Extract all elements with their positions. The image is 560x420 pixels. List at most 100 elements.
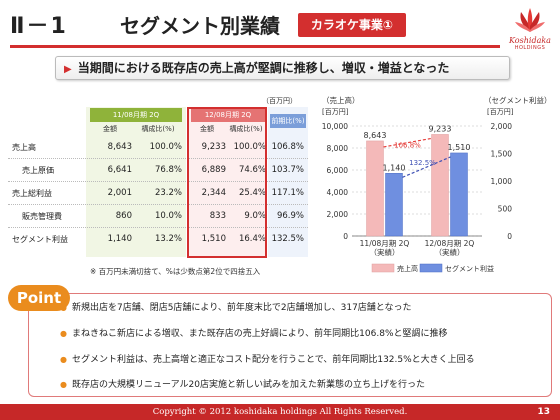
table-footnote: ※ 百万円未満切捨て、%は少数点第2位で四捨五入 bbox=[90, 267, 261, 276]
prev-amount: 2,001 bbox=[107, 188, 132, 198]
left-tick-label: 8,000 bbox=[327, 144, 349, 153]
profit-growth-annotation: 132.5% bbox=[409, 159, 436, 167]
sales-bar bbox=[431, 134, 449, 237]
yoy-header: 前期比(%) bbox=[270, 114, 306, 128]
right-tick-label: 2,000 bbox=[491, 122, 513, 131]
point-bullet: ● 既存店の大規模リニューアル20店実施と新しい試みを加えた新業態の立ち上げを行っ… bbox=[60, 380, 425, 390]
page-title: セグメント別業績 bbox=[120, 14, 280, 38]
row-label: 売上総利益 bbox=[12, 189, 52, 198]
prev-amount: 1,140 bbox=[107, 234, 132, 244]
left-tick-label: 0 bbox=[343, 232, 348, 241]
footer-bar: Copyright © 2012 koshidaka holdings All … bbox=[0, 404, 560, 420]
sales-bar bbox=[366, 140, 384, 237]
left-tick-label: 10,000 bbox=[322, 122, 348, 131]
category-label: 11/08月期 2Q bbox=[360, 239, 410, 248]
cur-ratio: 16.4% bbox=[238, 234, 266, 244]
headline-text: 当期間における既存店の売上高が堅調に推移し、増収・増益となった bbox=[77, 61, 450, 75]
yoy-ratio: 132.5% bbox=[271, 234, 304, 244]
row-label: 販売管理費 bbox=[22, 212, 62, 221]
profit-value-label: 1,510 bbox=[448, 143, 471, 152]
cur-ratio: 25.4% bbox=[238, 188, 266, 198]
left-tick-label: 4,000 bbox=[327, 188, 349, 197]
segment-badge: カラオケ事業① bbox=[298, 13, 406, 37]
point-bullet: ● まねきねこ新店による増収、また既存店の売上好調により、前年同期比106.8%と… bbox=[60, 329, 448, 339]
bullet-dot-icon: ● bbox=[60, 355, 67, 364]
prev-amount: 6,641 bbox=[107, 165, 132, 175]
section-number: Ⅱ－1 bbox=[10, 14, 68, 39]
prev-ratio: 23.2% bbox=[154, 188, 182, 198]
yoy-ratio: 106.8% bbox=[271, 142, 304, 152]
prev-ratio-header: 構成比(%) bbox=[141, 125, 175, 133]
right-tick-label: 0 bbox=[507, 232, 512, 241]
sales-profit-chart: （売上高） [百万円] （セグメント利益） [百万円] 0 2,000 4,000 6,000… bbox=[322, 95, 552, 273]
table-row: 売上原価 6,641 76.8% 6,889 74.6% 103.7% bbox=[8, 159, 308, 182]
point-box bbox=[28, 293, 552, 397]
cur-amount: 9,233 bbox=[201, 142, 226, 152]
row-label: 売上高 bbox=[12, 143, 36, 152]
sales-growth-annotation: 106.8% bbox=[394, 142, 421, 150]
category-label: 12/08月期 2Q bbox=[425, 239, 475, 248]
cur-ratio: 74.6% bbox=[238, 165, 266, 175]
right-axis-unit: [百万円] bbox=[487, 108, 514, 116]
right-tick-label: 1,500 bbox=[491, 150, 513, 159]
cur-amount: 833 bbox=[209, 211, 226, 221]
yoy-column bbox=[268, 107, 308, 257]
headline-banner: ▶ 当期間における既存店の売上高が堅調に推移し、増収・増益となった bbox=[55, 56, 510, 80]
table-unit-label: （百万円） bbox=[262, 97, 297, 105]
legend-sales-label: 売上高 bbox=[397, 264, 418, 273]
legend-sales-swatch bbox=[371, 263, 395, 273]
right-axis-label: （セグメント利益） bbox=[484, 95, 552, 105]
category-label: （実績） bbox=[435, 247, 465, 257]
legend-profit-label: セグメント利益 bbox=[445, 264, 494, 273]
table-row: 売上高 8,643 100.0% 9,233 100.0% 106.8% bbox=[8, 136, 308, 159]
left-axis-label: （売上高） bbox=[322, 95, 360, 105]
prev-ratio: 100.0% bbox=[149, 142, 182, 152]
cur-ratio: 100.0% bbox=[233, 142, 266, 152]
yoy-ratio: 117.1% bbox=[271, 188, 304, 198]
page-number: 13 bbox=[537, 407, 550, 417]
profit-bar bbox=[385, 173, 403, 237]
cur-amount-header: 金額 bbox=[200, 125, 214, 133]
right-tick-label: 1,000 bbox=[491, 177, 513, 186]
row-label: 売上原価 bbox=[22, 166, 54, 175]
cur-ratio-header: 構成比(%) bbox=[229, 125, 263, 133]
right-tick-label: 500 bbox=[498, 205, 513, 214]
prev-ratio: 13.2% bbox=[154, 234, 182, 244]
bullet-dot-icon: ● bbox=[60, 380, 67, 389]
header-rule bbox=[10, 45, 500, 48]
triangle-bullet-icon: ▶ bbox=[64, 64, 72, 75]
cur-ratio: 9.0% bbox=[244, 211, 266, 221]
prev-amount: 860 bbox=[115, 211, 132, 221]
category-label: （実績） bbox=[370, 247, 400, 257]
prev-ratio: 76.8% bbox=[154, 165, 182, 175]
prev-period-header: 11/08月期 2Q bbox=[90, 108, 182, 122]
yoy-ratio: 103.7% bbox=[271, 165, 304, 175]
sales-value-label: 8,643 bbox=[364, 131, 387, 140]
logo-mark-icon bbox=[515, 8, 545, 32]
row-label: セグメント利益 bbox=[12, 235, 68, 244]
prev-amount-header: 金額 bbox=[103, 125, 117, 133]
cur-amount: 2,344 bbox=[201, 188, 226, 198]
point-bullet: ● 新規出店を7店舗、閉店5店舗により、前年度末比で2店舗増加し、317店舗となっ… bbox=[60, 303, 412, 313]
yoy-ratio: 96.9% bbox=[276, 211, 304, 221]
table-row: 売上総利益 2,001 23.2% 2,344 25.4% 117.1% bbox=[8, 182, 308, 205]
point-tag: Point bbox=[8, 285, 70, 311]
profit-bar bbox=[450, 152, 468, 237]
prev-amount: 8,643 bbox=[107, 142, 132, 152]
copyright-text: Copyright © 2012 koshidaka holdings All … bbox=[152, 407, 408, 417]
table-row: 販売管理費 860 10.0% 833 9.0% 96.9% bbox=[8, 205, 308, 228]
koshidaka-logo: Koshidaka HOLDINGS bbox=[505, 6, 555, 51]
cur-period-header: 12/08月期 2Q bbox=[191, 108, 265, 122]
left-tick-label: 2,000 bbox=[327, 210, 349, 219]
prev-ratio: 10.0% bbox=[154, 211, 182, 221]
sales-value-label: 9,233 bbox=[429, 124, 452, 133]
profit-value-label: 1,140 bbox=[383, 163, 406, 172]
prev-period-column bbox=[86, 107, 186, 257]
profit-growth-arrow bbox=[402, 156, 451, 178]
point-bullet: ● セグメント利益は、売上高増と適正なコスト配分を行うことで、前年同期比132.5… bbox=[60, 355, 475, 365]
left-axis-unit: [百万円] bbox=[322, 108, 349, 116]
bullet-dot-icon: ● bbox=[60, 303, 67, 312]
sales-growth-arrow bbox=[383, 137, 432, 148]
table-row: セグメント利益 1,140 13.2% 1,510 16.4% 132.5% bbox=[8, 228, 308, 251]
cur-period-column bbox=[188, 107, 266, 257]
